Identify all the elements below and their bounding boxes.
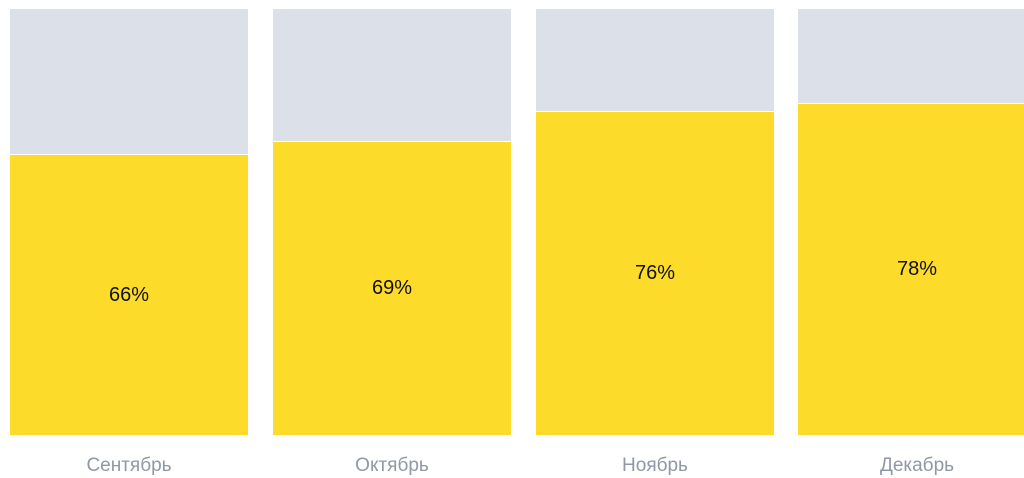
bar-column: 69% — [273, 9, 511, 435]
bar-value-label: 78% — [896, 258, 938, 280]
category-label: Октябрь — [355, 455, 429, 476]
bar — [536, 111, 774, 435]
bar-column: 78% — [798, 9, 1024, 435]
bar — [273, 141, 511, 435]
bar-value-label: 66% — [108, 283, 150, 306]
bar-value-label: 69% — [371, 277, 413, 299]
bar — [10, 154, 248, 435]
category-label: Сентябрь — [86, 455, 172, 476]
bar-column: 66% — [10, 9, 248, 435]
category-label: Декабрь — [879, 455, 955, 476]
bar-value-label: 76% — [634, 262, 676, 284]
category-label: Ноябрь — [622, 455, 688, 476]
bar-column: 76% — [536, 9, 774, 435]
bar — [798, 103, 1024, 435]
